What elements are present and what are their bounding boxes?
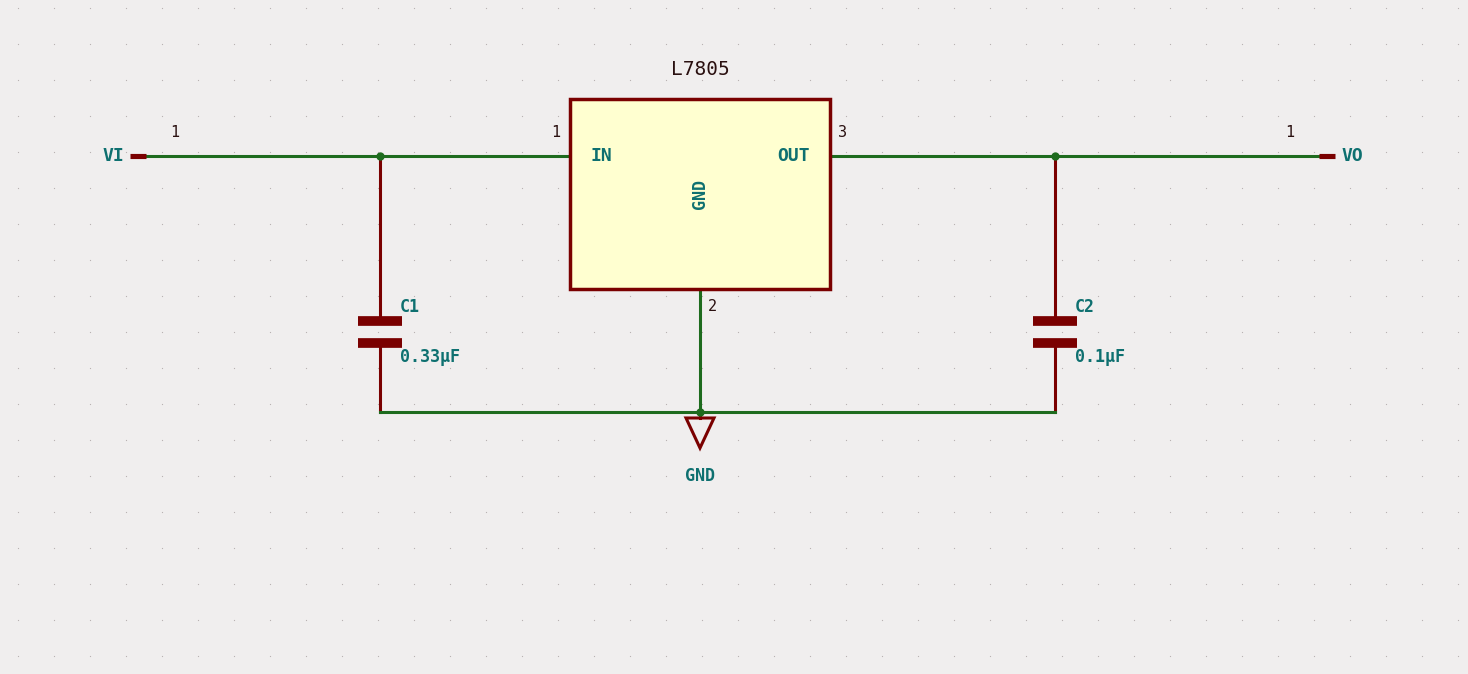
Text: GND: GND (686, 467, 715, 485)
Text: IN: IN (590, 147, 612, 165)
Text: C1: C1 (399, 298, 420, 316)
Text: 0.33μF: 0.33μF (399, 348, 459, 366)
Text: 1: 1 (1286, 125, 1295, 140)
Text: OUT: OUT (778, 147, 810, 165)
Text: L7805: L7805 (671, 60, 730, 79)
Text: 3: 3 (838, 125, 847, 140)
Text: 0.1μF: 0.1μF (1075, 348, 1124, 366)
Text: GND: GND (691, 179, 709, 209)
Text: 2: 2 (708, 299, 718, 314)
Text: 1: 1 (170, 125, 179, 140)
Text: C2: C2 (1075, 298, 1095, 316)
Text: VO: VO (1342, 147, 1362, 165)
FancyBboxPatch shape (570, 99, 829, 289)
Text: 1: 1 (550, 125, 559, 140)
Text: VI: VI (101, 147, 123, 165)
